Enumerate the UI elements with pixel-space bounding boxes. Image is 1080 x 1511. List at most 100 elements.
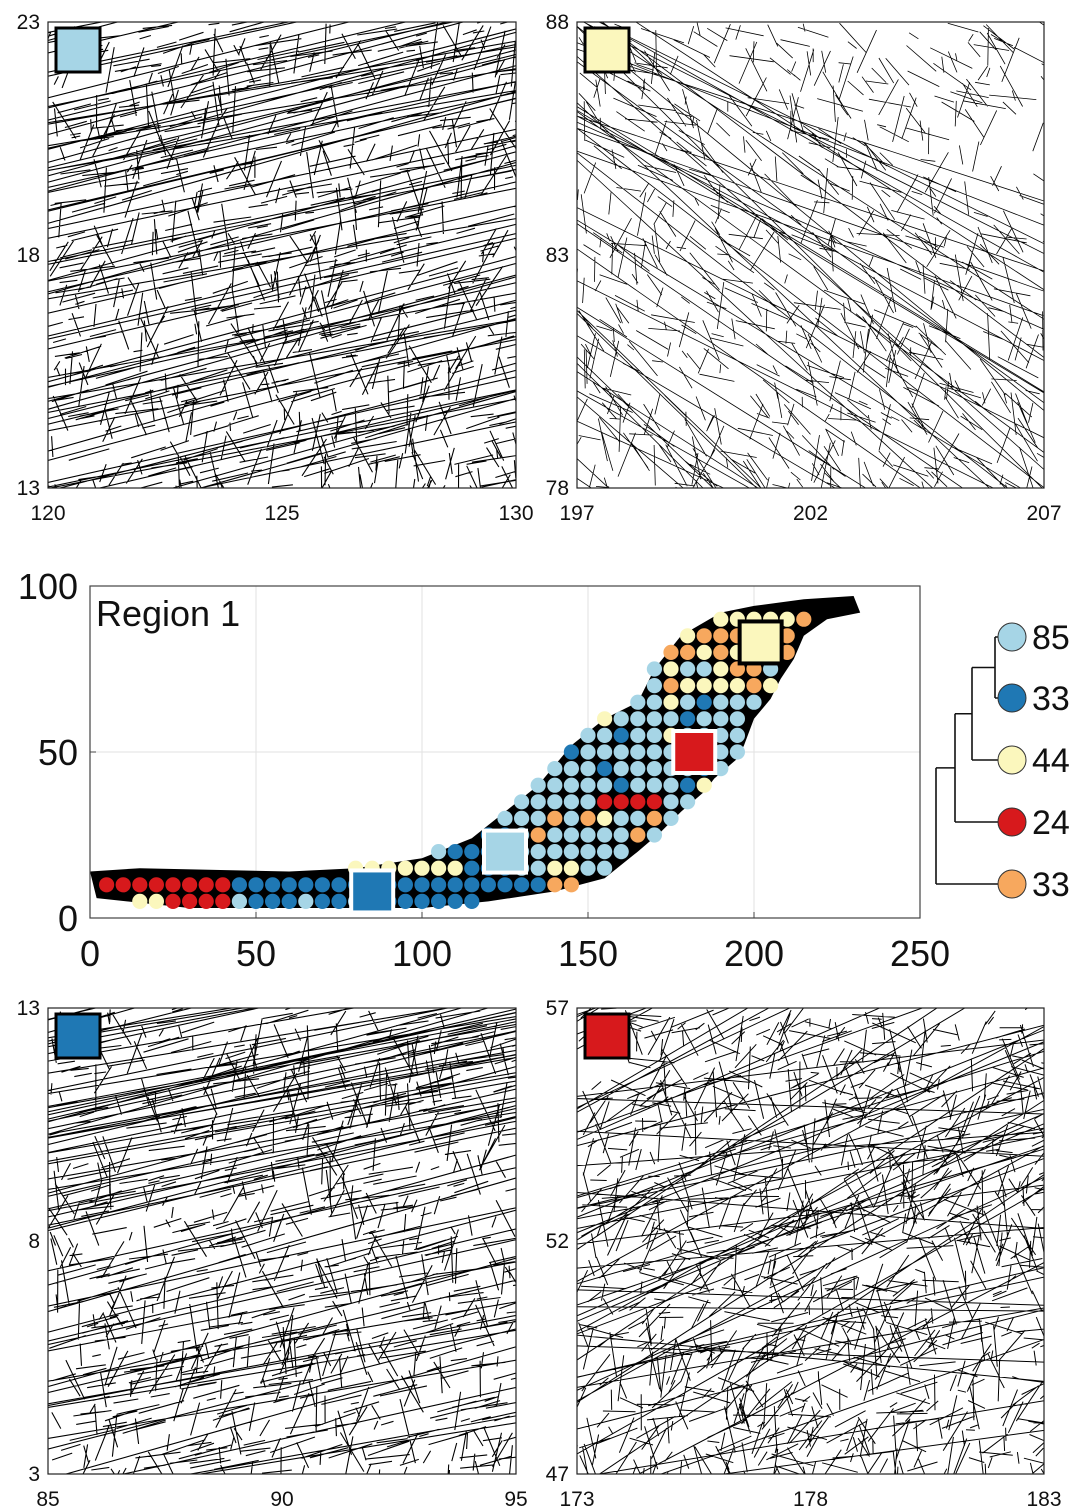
y-tick-label: 3	[28, 1463, 40, 1486]
x-tick-label: 125	[264, 502, 299, 525]
sample-point-light_blue	[563, 844, 580, 860]
x-tick-label: 50	[236, 933, 276, 974]
y-tick-label: 8	[28, 1230, 40, 1253]
sample-point-red	[198, 893, 214, 910]
legend-label: 85	[1032, 619, 1070, 657]
x-tick-label: 197	[559, 502, 594, 525]
sample-point-orange	[630, 827, 646, 843]
sample-point-pale_yellow	[663, 694, 679, 710]
legend-marker-red	[997, 807, 1027, 837]
sample-point-light_blue	[713, 711, 729, 727]
sample-point-light_blue	[580, 744, 596, 760]
sample-point-red	[132, 877, 148, 893]
sample-point-pale_yellow	[447, 860, 463, 876]
fracture-lines	[577, 22, 1044, 488]
legend-label: 24	[1032, 804, 1070, 842]
sample-point-light_blue	[630, 694, 646, 710]
sample-marker-pale_yellow	[583, 26, 631, 74]
sample-point-dark_blue	[331, 877, 347, 893]
sample-point-red	[630, 794, 646, 810]
sample-point-light_blue	[580, 727, 596, 744]
y-tick-label: 52	[546, 1230, 569, 1253]
sample-point-dark_blue	[613, 777, 629, 793]
sample-point-light_blue	[729, 727, 746, 744]
sample-point-light_blue	[530, 844, 546, 860]
sample-point-pale_yellow	[713, 611, 729, 627]
sample-point-red	[148, 877, 164, 893]
sample-point-light_blue	[530, 794, 546, 810]
sample-point-light_blue	[630, 777, 646, 793]
sample-point-pale_yellow	[696, 678, 712, 694]
sample-point-orange	[663, 678, 679, 694]
sample-point-dark_blue	[514, 877, 530, 893]
sample-point-pale_yellow	[680, 678, 696, 694]
fracture-network	[48, 1008, 516, 1474]
sample-point-dark_blue	[231, 877, 247, 893]
sample-point-light_blue	[630, 810, 646, 827]
sample-square-pale_yellow	[737, 619, 784, 666]
y-tick-label: 23	[17, 11, 40, 34]
sample-point-light_blue	[547, 794, 563, 810]
fracture-lines	[48, 1008, 516, 1474]
sample-point-orange	[530, 827, 546, 843]
fracture-network	[577, 22, 1044, 488]
x-tick-label: 85	[36, 1488, 59, 1511]
sample-point-light_blue	[613, 844, 629, 860]
sample-marker-light_blue	[54, 26, 102, 74]
sample-point-light_blue	[514, 794, 530, 810]
y-tick-label: 78	[546, 477, 569, 500]
sample-point-light_blue	[630, 727, 646, 744]
legend-marker-pale_yellow	[997, 745, 1027, 775]
sample-point-dark_blue	[497, 877, 513, 893]
sample-point-pale_yellow	[663, 661, 679, 677]
y-tick-label: 50	[38, 732, 78, 773]
sample-point-red	[215, 877, 231, 893]
sample-point-light_blue	[646, 727, 663, 744]
chart-title: Region 1	[96, 593, 240, 634]
sample-point-light_blue	[298, 893, 314, 910]
sample-point-red	[99, 877, 115, 893]
sample-point-light_blue	[597, 844, 613, 860]
sample-point-light_blue	[597, 827, 613, 843]
sample-point-light_blue	[514, 810, 530, 827]
sample-point-dark_blue	[613, 727, 629, 744]
legend-label: 44	[1032, 742, 1070, 780]
sample-point-light_blue	[630, 711, 646, 727]
sample-point-light_blue	[547, 777, 563, 793]
sample-point-light_blue	[597, 744, 613, 760]
sample-point-dark_blue	[281, 893, 297, 910]
sample-point-light_blue	[646, 827, 663, 843]
sample-point-orange	[646, 810, 663, 827]
panel-frame	[47, 1007, 517, 1475]
sample-point-light_blue	[646, 744, 663, 760]
x-tick-label: 173	[559, 1488, 594, 1511]
sample-point-pale_yellow	[547, 860, 563, 876]
sample-point-dark_blue	[431, 877, 447, 893]
sample-point-light_blue	[663, 777, 679, 793]
sample-point-orange	[580, 810, 596, 827]
x-tick-label: 207	[1026, 502, 1061, 525]
sample-point-dark_blue	[447, 877, 463, 893]
sample-point-red	[597, 794, 613, 810]
sample-point-light_blue	[663, 711, 679, 727]
sample-point-orange	[547, 810, 563, 827]
x-tick-label: 202	[793, 502, 828, 525]
sample-point-light_blue	[580, 827, 596, 843]
sample-point-pale_yellow	[713, 661, 729, 677]
sample-point-pale_yellow	[597, 711, 613, 727]
y-tick-label: 88	[546, 11, 569, 34]
sample-point-light_blue	[580, 794, 596, 810]
sample-point-light_blue	[597, 860, 613, 876]
sample-point-light_blue	[646, 661, 663, 677]
fracture-network	[48, 22, 516, 488]
legend-marker-light_blue	[997, 622, 1027, 652]
sample-point-dark_blue	[680, 711, 696, 727]
y-tick-label: 13	[17, 997, 40, 1020]
sample-point-dark_blue	[414, 893, 430, 910]
sample-point-light_blue	[646, 711, 663, 727]
sample-point-pale_yellow	[148, 893, 164, 910]
sample-point-light_blue	[580, 761, 596, 777]
sample-point-light_blue	[680, 661, 696, 677]
y-tick-label: 57	[546, 997, 569, 1020]
